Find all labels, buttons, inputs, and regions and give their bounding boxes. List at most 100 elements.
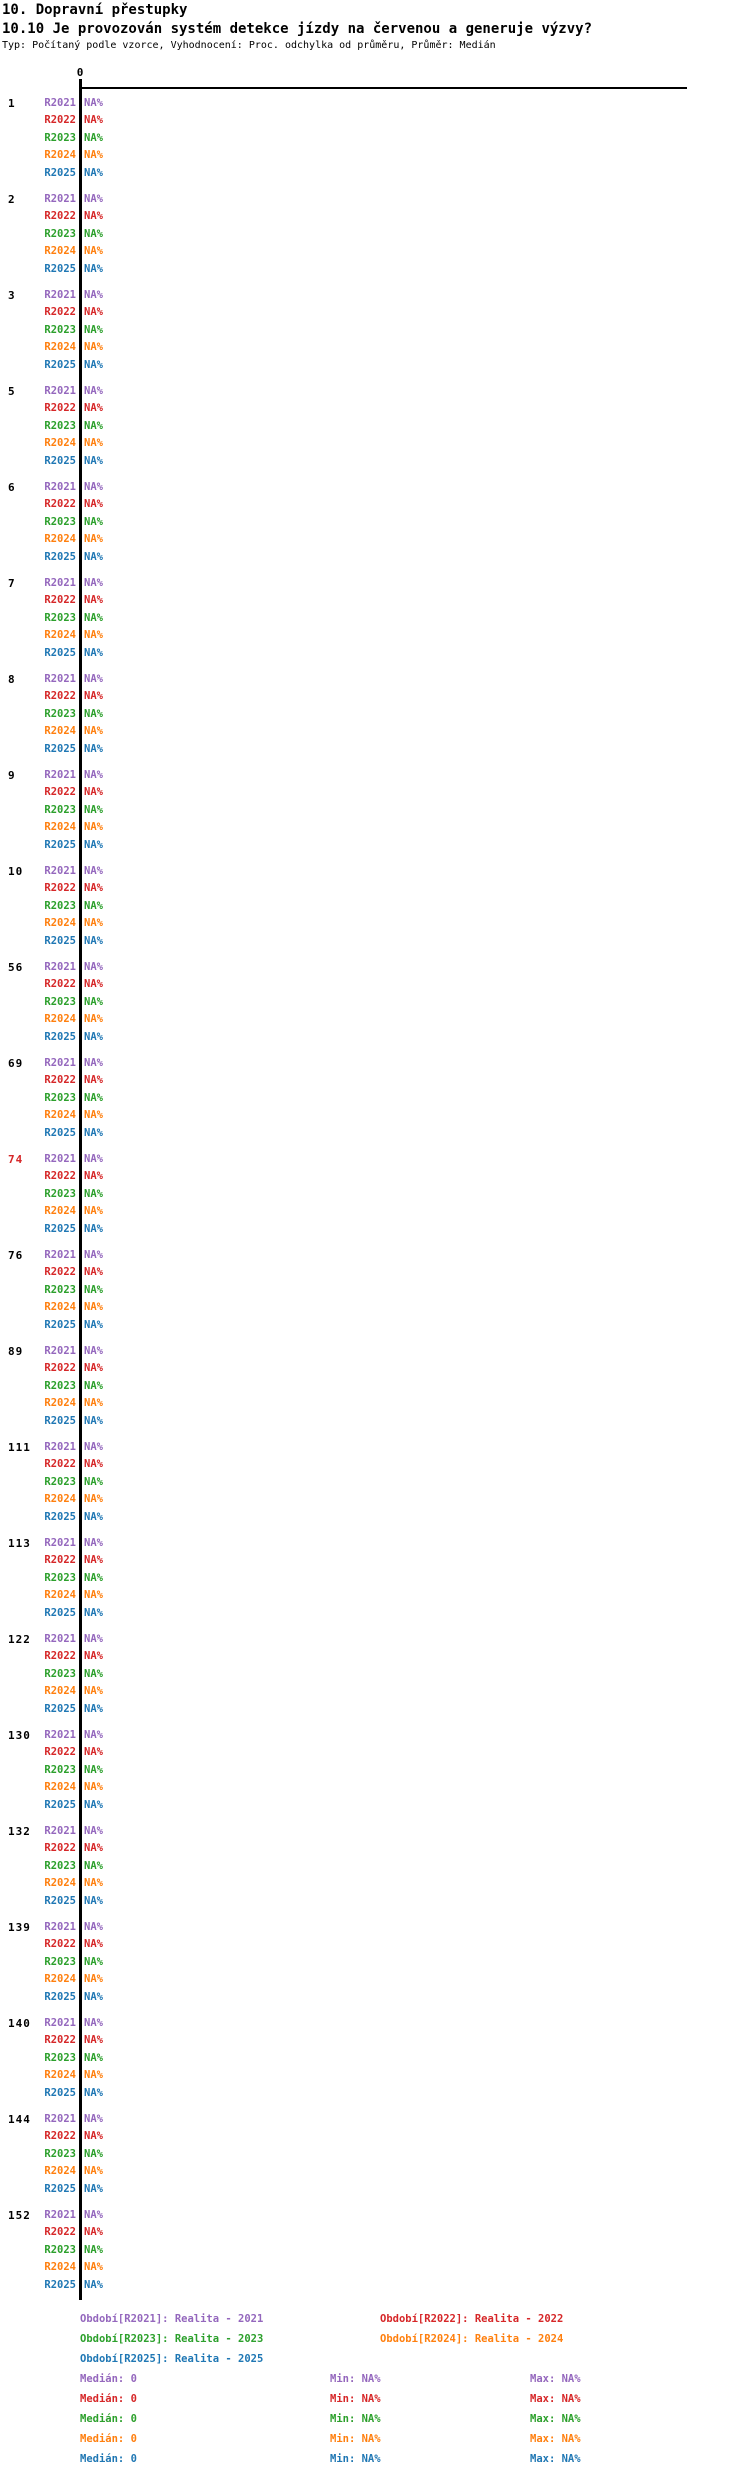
value-label: NA% bbox=[84, 498, 103, 511]
series-row: R2023 NA% bbox=[0, 1857, 750, 1875]
series-row: R2024 NA% bbox=[0, 1779, 750, 1797]
year-label: R2022 bbox=[44, 1074, 76, 1087]
series-row: R2022 NA% bbox=[0, 688, 750, 706]
group-id-label: 2 bbox=[8, 193, 16, 206]
group-id-label: 122 bbox=[8, 1633, 31, 1646]
year-label: R2024 bbox=[44, 2261, 76, 2274]
year-label: R2024 bbox=[44, 1205, 76, 1218]
group-8: 8 R2021 NA% R2022 NA% R2023 NA% R2024 NA% R2025 NA… bbox=[0, 670, 750, 766]
year-label: R2021 bbox=[44, 1248, 76, 1261]
series-row: R2022 NA% bbox=[0, 112, 750, 130]
group-5: 5 R2021 NA% R2022 NA% R2023 NA% R2024 NA% R2025 NA… bbox=[0, 382, 750, 478]
series-row: R2022 NA% bbox=[0, 880, 750, 898]
value-label: NA% bbox=[84, 358, 103, 371]
value-label: NA% bbox=[84, 1894, 103, 1907]
series-row: R2021 NA% bbox=[0, 1822, 750, 1840]
series-row: R2024 NA% bbox=[0, 2259, 750, 2277]
legend-period-R2022: Období[R2022]: Realita - 2022 bbox=[380, 2313, 564, 2325]
group-9: 9 R2021 NA% R2022 NA% R2023 NA% R2024 NA% R2025 NA… bbox=[0, 766, 750, 862]
series-row: R2023 NA% bbox=[0, 705, 750, 723]
value-label: NA% bbox=[84, 1030, 103, 1043]
year-label: R2023 bbox=[44, 419, 76, 432]
series-row: R2024 NA% bbox=[0, 1107, 750, 1125]
page-title: 10.10 Je provozován systém detekce jízdy… bbox=[2, 21, 593, 37]
value-label: NA% bbox=[84, 1205, 103, 1218]
value-label: NA% bbox=[84, 1955, 103, 1968]
year-label: R2021 bbox=[44, 384, 76, 397]
year-label: R2022 bbox=[44, 402, 76, 415]
series-row: R2021 NA% bbox=[0, 1918, 750, 1936]
value-label: NA% bbox=[84, 1187, 103, 1200]
series-row: R2021 NA% bbox=[0, 2206, 750, 2224]
series-row: R2021 NA% bbox=[0, 1630, 750, 1648]
value-label: NA% bbox=[84, 576, 103, 589]
year-label: R2022 bbox=[44, 2226, 76, 2239]
value-label: NA% bbox=[84, 934, 103, 947]
year-label: R2024 bbox=[44, 1973, 76, 1986]
year-label: R2021 bbox=[44, 672, 76, 685]
value-label: NA% bbox=[84, 864, 103, 877]
value-label: NA% bbox=[84, 2147, 103, 2160]
value-label: NA% bbox=[84, 1536, 103, 1549]
value-label: NA% bbox=[84, 672, 103, 685]
series-row: R2023 NA% bbox=[0, 2145, 750, 2163]
group-113: 113 R2021 NA% R2022 NA% R2023 NA% R2024 NA% R2025… bbox=[0, 1534, 750, 1630]
series-row: R2021 NA% bbox=[0, 94, 750, 112]
series-row: R2021 NA% bbox=[0, 766, 750, 784]
series-row: R2022 NA% bbox=[0, 1456, 750, 1474]
value-label: NA% bbox=[84, 995, 103, 1008]
year-label: R2021 bbox=[44, 1824, 76, 1837]
year-label: R2023 bbox=[44, 1475, 76, 1488]
year-label: R2025 bbox=[44, 166, 76, 179]
value-label: NA% bbox=[84, 1440, 103, 1453]
year-label: R2024 bbox=[44, 629, 76, 642]
group-id-label: 6 bbox=[8, 481, 16, 494]
series-row: R2021 NA% bbox=[0, 1150, 750, 1168]
group-56: 56 R2021 NA% R2022 NA% R2023 NA% R2024 NA% R2025 N… bbox=[0, 958, 750, 1054]
year-label: R2025 bbox=[44, 1414, 76, 1427]
value-label: NA% bbox=[84, 1318, 103, 1331]
series-row: R2022 NA% bbox=[0, 496, 750, 514]
year-label: R2025 bbox=[44, 1990, 76, 2003]
group-id-label: 74 bbox=[8, 1153, 24, 1166]
x-axis-line bbox=[80, 87, 687, 89]
value-label: NA% bbox=[84, 629, 103, 642]
series-row: R2025 NA% bbox=[0, 1316, 750, 1334]
series-row: R2025 NA% bbox=[0, 932, 750, 950]
value-label: NA% bbox=[84, 1667, 103, 1680]
series-row: R2022 NA% bbox=[0, 784, 750, 802]
value-label: NA% bbox=[84, 480, 103, 493]
group-7: 7 R2021 NA% R2022 NA% R2023 NA% R2024 NA% R2025 NA… bbox=[0, 574, 750, 670]
value-label: NA% bbox=[84, 384, 103, 397]
group-id-label: 113 bbox=[8, 1537, 31, 1550]
series-row: R2025 NA% bbox=[0, 836, 750, 854]
median-stat-R2025: Medián: 0 bbox=[80, 2453, 137, 2465]
value-label: NA% bbox=[84, 1414, 103, 1427]
value-label: NA% bbox=[84, 1222, 103, 1235]
min-stat-R2025: Min: NA% bbox=[330, 2453, 381, 2465]
year-label: R2024 bbox=[44, 245, 76, 258]
series-row: R2022 NA% bbox=[0, 1360, 750, 1378]
group-id-label: 76 bbox=[8, 1249, 24, 1262]
value-label: NA% bbox=[84, 1650, 103, 1663]
value-label: NA% bbox=[84, 786, 103, 799]
series-row: R2023 NA% bbox=[0, 1281, 750, 1299]
median-stat-R2022: Medián: 0 bbox=[80, 2393, 137, 2405]
value-label: NA% bbox=[84, 306, 103, 319]
series-row: R2025 NA% bbox=[0, 548, 750, 566]
year-label: R2023 bbox=[44, 995, 76, 1008]
value-label: NA% bbox=[84, 1877, 103, 1890]
value-label: NA% bbox=[84, 1728, 103, 1741]
value-label: NA% bbox=[84, 1990, 103, 2003]
group-89: 89 R2021 NA% R2022 NA% R2023 NA% R2024 NA% R2025 N… bbox=[0, 1342, 750, 1438]
value-label: NA% bbox=[84, 2243, 103, 2256]
year-label: R2022 bbox=[44, 1554, 76, 1567]
year-label: R2025 bbox=[44, 454, 76, 467]
series-row: R2024 NA% bbox=[0, 819, 750, 837]
series-row: R2022 NA% bbox=[0, 208, 750, 226]
value-label: NA% bbox=[84, 1126, 103, 1139]
group-139: 139 R2021 NA% R2022 NA% R2023 NA% R2024 NA% R2025… bbox=[0, 1918, 750, 2014]
group-id-label: 10 bbox=[8, 865, 24, 878]
group-1: 1 R2021 NA% R2022 NA% R2023 NA% R2024 NA% R2025 NA… bbox=[0, 94, 750, 190]
min-stat-R2024: Min: NA% bbox=[330, 2433, 381, 2445]
